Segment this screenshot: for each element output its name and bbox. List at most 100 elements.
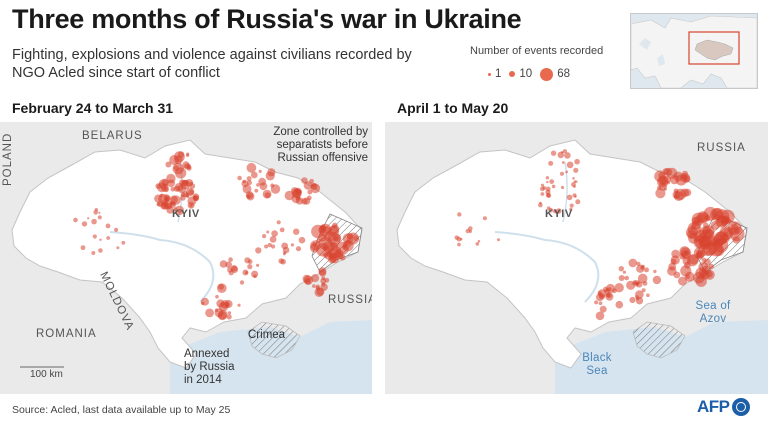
event-dot — [635, 295, 639, 299]
scale-bar-label: 100 km — [30, 369, 63, 380]
event-dot — [634, 282, 639, 287]
event-dot — [298, 236, 306, 244]
event-dot — [559, 171, 565, 176]
event-dot — [691, 220, 702, 230]
event-dot — [114, 227, 119, 232]
event-dot — [81, 221, 88, 227]
event-dot — [312, 284, 316, 288]
event-dot — [656, 186, 661, 191]
label-romania: ROMANIA — [36, 328, 97, 340]
event-dot — [644, 267, 649, 273]
annotation-crimea: Crimea — [248, 329, 286, 341]
event-dot — [572, 193, 577, 198]
event-dot — [666, 167, 678, 179]
event-dot — [457, 242, 461, 247]
event-dot — [704, 215, 711, 221]
event-dot — [682, 174, 688, 181]
event-dot — [80, 245, 86, 251]
event-dot — [637, 273, 648, 284]
event-dot — [186, 164, 192, 170]
event-dot — [180, 192, 186, 198]
annotation-separatists: Zone controlled by separatists before Ru… — [273, 126, 368, 164]
event-dot — [594, 300, 599, 305]
event-dot — [105, 223, 111, 229]
event-dot — [542, 186, 547, 190]
event-dot — [267, 168, 276, 177]
event-dot — [201, 297, 209, 306]
event-dot — [322, 252, 329, 258]
event-dot — [282, 246, 290, 254]
event-dot — [564, 152, 571, 159]
event-dot — [561, 151, 564, 154]
legend-dot-large — [540, 67, 554, 81]
event-dot — [246, 162, 257, 173]
legend-label-large: 68 — [557, 68, 570, 80]
page-subtitle: Fighting, explosions and violence agains… — [12, 47, 412, 81]
event-dot — [295, 246, 302, 252]
event-dot — [549, 179, 555, 184]
label-russia-left: RUSSIA — [328, 294, 372, 306]
event-dot — [599, 305, 607, 313]
event-dot — [271, 230, 278, 237]
event-dot — [655, 188, 666, 199]
event-dot — [266, 230, 270, 234]
event-dot — [540, 183, 545, 187]
label-kyiv-right: KYIV — [545, 208, 573, 220]
event-dot — [160, 183, 169, 192]
event-dot — [255, 247, 262, 254]
event-dot — [163, 200, 173, 210]
event-dot — [228, 257, 233, 262]
event-dot — [457, 212, 462, 217]
event-dot — [701, 257, 707, 263]
label-belarus: BELARUS — [82, 130, 143, 142]
event-dot — [565, 170, 569, 174]
event-dot — [307, 189, 313, 195]
legend-item-medium: 10 — [509, 68, 532, 80]
legend: 1 10 68 — [488, 64, 578, 84]
event-dot — [121, 240, 126, 245]
event-dot — [629, 296, 636, 304]
event-dot — [339, 254, 346, 261]
event-dot — [187, 201, 195, 209]
event-dot — [247, 264, 253, 270]
legend-title: Number of events recorded — [470, 45, 604, 57]
event-dot — [186, 194, 190, 199]
event-dot — [310, 183, 321, 194]
event-dot — [695, 252, 703, 259]
event-dot — [679, 253, 686, 260]
event-dot — [92, 234, 97, 239]
event-dot — [574, 158, 580, 165]
afp-globe-icon — [731, 398, 750, 416]
event-dot — [683, 188, 692, 197]
event-dot — [711, 207, 724, 220]
event-dot — [316, 287, 325, 296]
event-dot — [98, 211, 101, 214]
event-dot — [214, 308, 219, 312]
event-dot — [316, 238, 321, 243]
event-dot — [685, 274, 690, 279]
event-dot — [695, 275, 707, 287]
event-dot — [271, 244, 276, 249]
event-dot — [684, 261, 691, 269]
event-dot — [167, 179, 176, 188]
event-dot — [242, 269, 249, 276]
event-dot — [705, 229, 711, 234]
legend-dot-small — [488, 72, 491, 76]
event-dot — [309, 178, 314, 184]
event-dot — [482, 216, 487, 221]
event-dot — [155, 183, 162, 189]
event-dot — [173, 185, 180, 192]
event-dot — [678, 276, 687, 286]
event-dot — [87, 217, 90, 220]
event-dot — [267, 242, 272, 248]
event-dot — [713, 245, 725, 257]
annotation-annexed: Annexed by Russia in 2014 — [184, 348, 235, 386]
event-dot — [241, 180, 249, 188]
event-dot — [551, 184, 556, 189]
panel-label-right: April 1 to May 20 — [397, 100, 509, 116]
event-dot — [572, 177, 575, 180]
event-dot — [237, 303, 241, 307]
event-dot — [732, 236, 740, 244]
event-dot — [293, 228, 300, 235]
event-dot — [250, 171, 258, 179]
